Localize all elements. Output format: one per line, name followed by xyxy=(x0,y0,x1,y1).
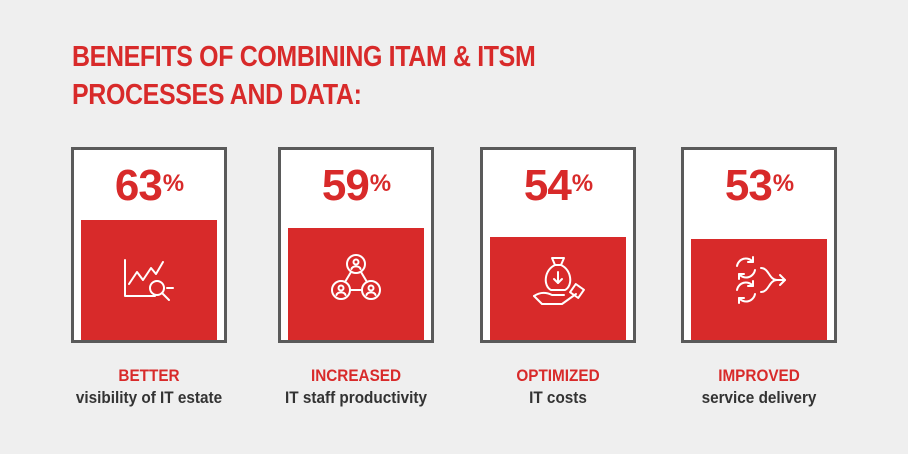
cycle-arrows-icon xyxy=(729,250,789,310)
team-network-icon xyxy=(326,250,386,310)
caption-heading: INCREASED xyxy=(310,366,402,385)
stat-caption: IMPROVED service delivery xyxy=(641,365,877,409)
caption-subtext: visibility of IT estate xyxy=(75,388,223,407)
stat-box: 59% xyxy=(278,147,434,343)
caption-subtext: IT costs xyxy=(529,388,587,407)
percentage-bar xyxy=(691,239,827,340)
caption-heading: BETTER xyxy=(118,366,180,385)
money-bag-hand-icon xyxy=(528,250,588,310)
caption-subtext: service delivery xyxy=(701,388,817,407)
stat-caption: INCREASED IT staff productivity xyxy=(238,365,474,409)
caption-subtext: IT staff productivity xyxy=(285,388,427,407)
stat-caption: OPTIMIZED IT costs xyxy=(440,365,676,409)
stat-box: 54% xyxy=(480,147,636,343)
percentage-value: 54% xyxy=(523,161,593,210)
stat-card-costs: 54% OPTIMIZED IT costs xyxy=(480,147,636,407)
percentage-bar xyxy=(490,237,626,340)
stat-card-productivity: 59% INCREASED xyxy=(278,147,434,407)
stat-card-service: 53% IMPROVED xyxy=(681,147,837,407)
percentage-bar xyxy=(288,228,424,340)
percentage-value: 53% xyxy=(724,161,794,210)
stat-box: 63% xyxy=(71,147,227,343)
caption-heading: IMPROVED xyxy=(718,366,800,385)
percentage-value: 63% xyxy=(114,161,184,210)
page-title: BENEFITS OF COMBINING ITAM & ITSM PROCES… xyxy=(72,38,536,114)
percentage-bar xyxy=(81,220,217,340)
title-line-2: PROCESSES AND DATA: xyxy=(72,79,362,111)
title-line-1: BENEFITS OF COMBINING ITAM & ITSM xyxy=(72,41,536,73)
stat-box: 53% xyxy=(681,147,837,343)
stat-card-visibility: 63% BETTER visibility of IT estate xyxy=(71,147,227,407)
chart-magnifier-icon xyxy=(119,250,179,310)
percentage-value: 59% xyxy=(321,161,391,210)
caption-heading: OPTIMIZED xyxy=(516,366,600,385)
stat-caption: BETTER visibility of IT estate xyxy=(31,365,267,409)
